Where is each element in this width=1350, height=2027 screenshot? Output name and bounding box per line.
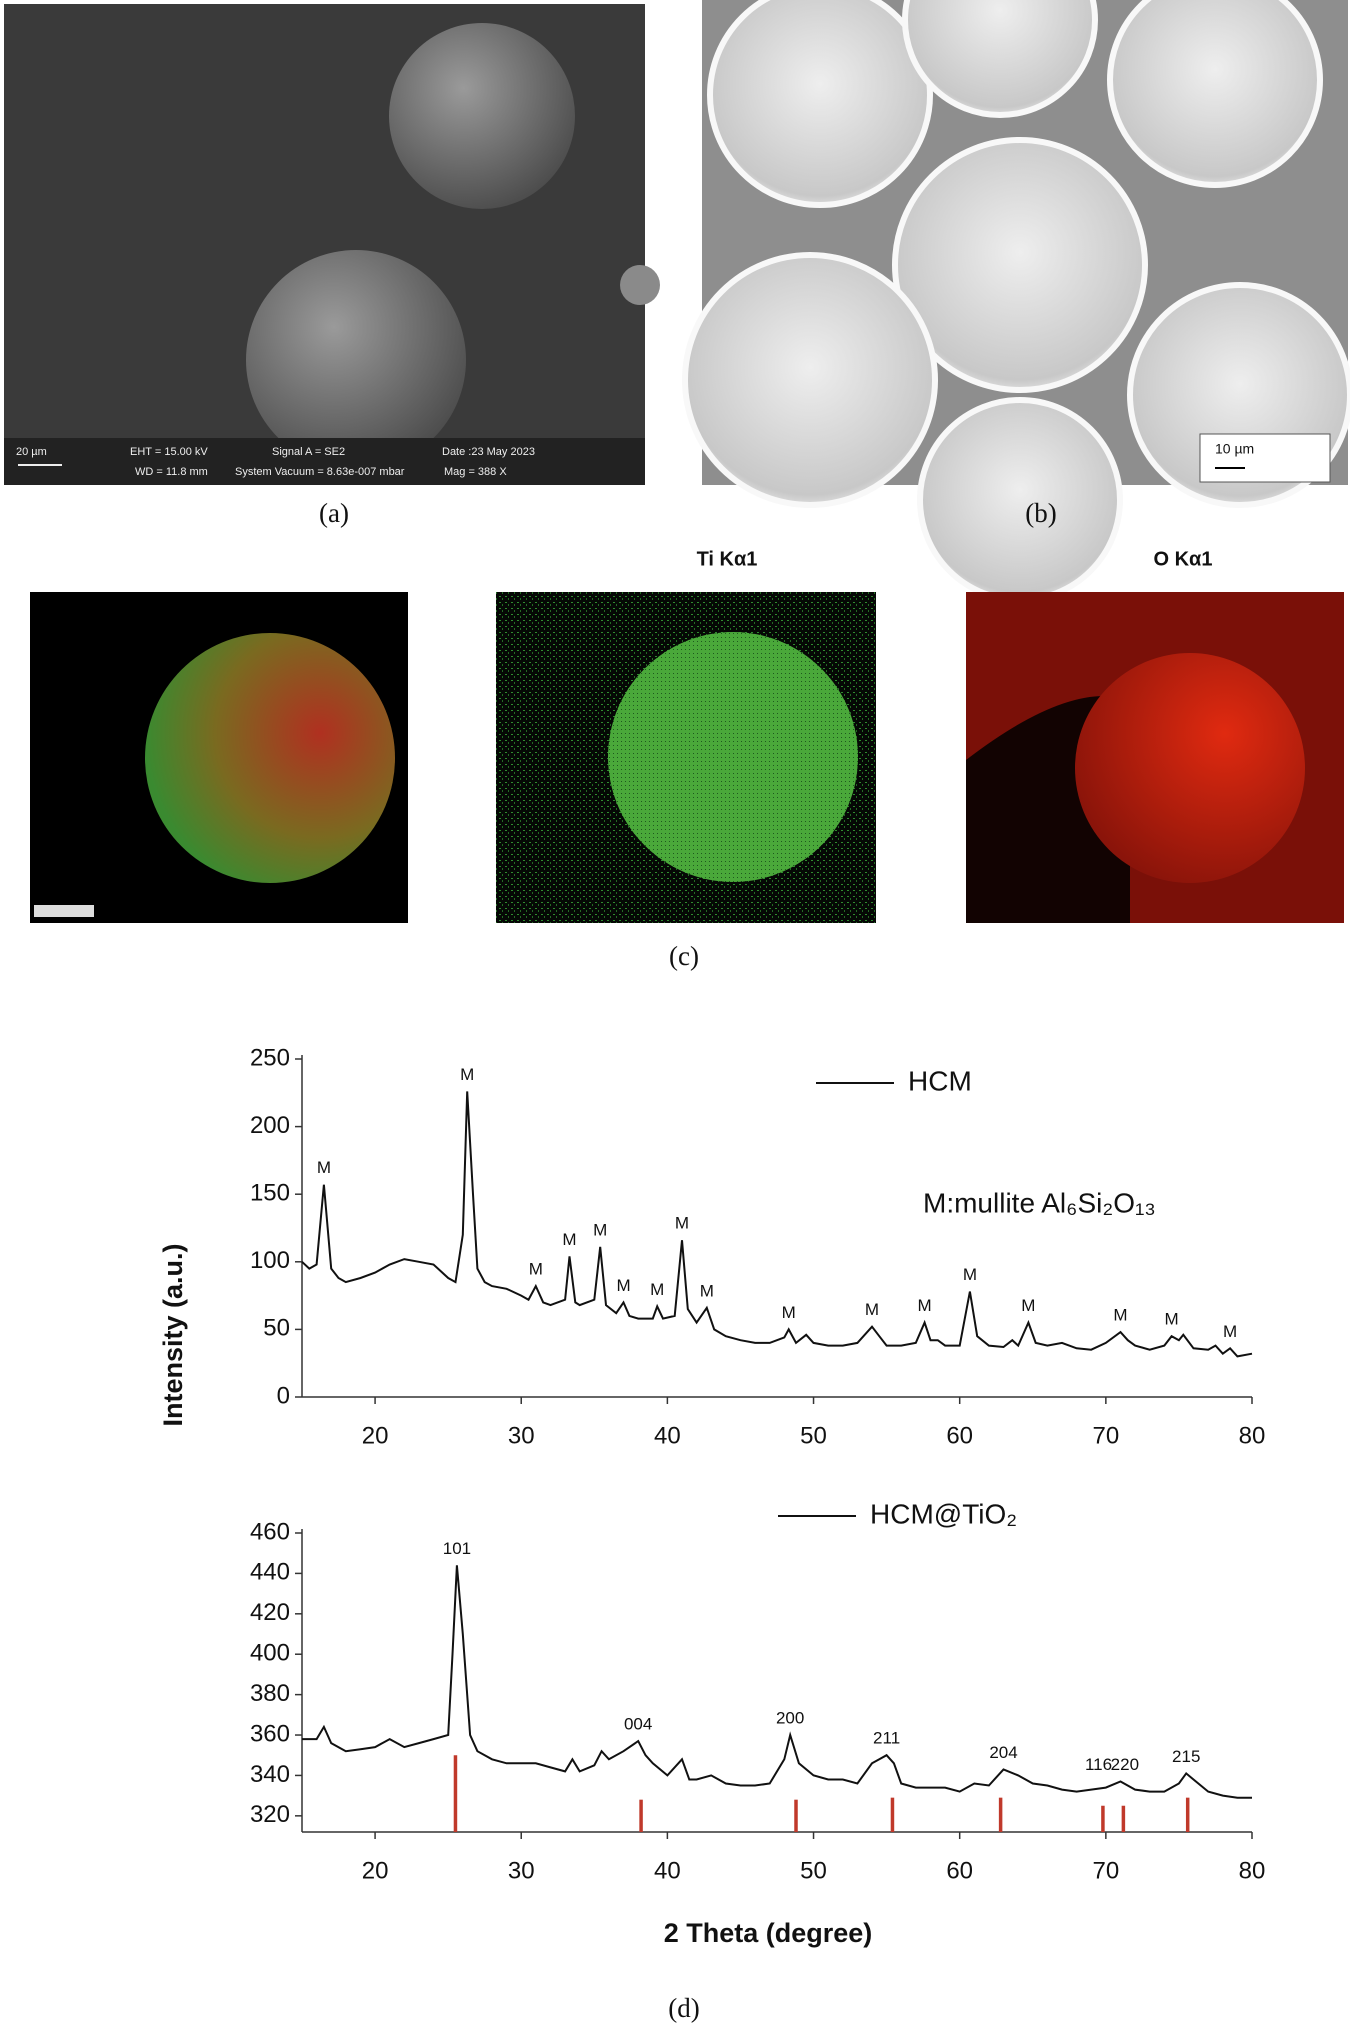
y-tick-label: 400: [250, 1640, 290, 1667]
sem-image-b: 10 µm: [682, 0, 1350, 603]
y-tick-label: 150: [250, 1180, 290, 1207]
sem-image-a: 20 µm EHT = 15.00 kV WD = 11.8 mm Signal…: [4, 4, 660, 485]
y-tick-label: 440: [250, 1559, 290, 1586]
x-tick-label: 70: [1092, 1857, 1119, 1884]
peak-label: M: [963, 1265, 977, 1284]
x-tick-label: 20: [362, 1857, 389, 1884]
peak-label: M: [562, 1230, 576, 1249]
data-line: [301, 1091, 1253, 1358]
sem-info: System Vacuum = 8.63e-007 mbar: [235, 466, 405, 478]
x-tick-label: 50: [800, 1857, 827, 1884]
y-tick-label: 100: [250, 1247, 290, 1274]
peak-label: 200: [776, 1709, 804, 1728]
panel-label: (b): [1025, 498, 1056, 528]
y-tick-label: 340: [250, 1761, 290, 1788]
y-tick-label: 0: [277, 1382, 290, 1409]
peak-label: 101: [443, 1539, 471, 1558]
y-tick-label: 420: [250, 1599, 290, 1626]
peak-label: M: [700, 1281, 714, 1300]
panel-label: (a): [319, 498, 349, 528]
peak-label: 116: [1085, 1755, 1112, 1774]
y-tick-label: 250: [250, 1044, 290, 1071]
peak-label: M: [317, 1158, 331, 1177]
x-tick-label: 40: [654, 1422, 681, 1449]
peak-label: M: [1223, 1322, 1237, 1341]
peak-label: M: [1113, 1306, 1127, 1325]
eds-maps: [30, 592, 1344, 923]
sem-info: EHT = 15.00 kV: [130, 446, 208, 458]
peak-label: M: [675, 1214, 689, 1233]
y-tick-label: 50: [263, 1315, 290, 1342]
x-tick-label: 80: [1239, 1857, 1266, 1884]
peak-label: 220: [1111, 1755, 1139, 1774]
peak-label: M: [616, 1276, 630, 1295]
sem-info: Mag = 388 X: [444, 466, 507, 478]
peak-label: M: [529, 1260, 543, 1279]
peak-label: M: [593, 1220, 607, 1239]
x-tick-label: 30: [508, 1422, 535, 1449]
peak-label: M: [782, 1303, 796, 1322]
peak-label: M: [650, 1280, 664, 1299]
annotation: M:mullite Al₆Si₂O₁₃: [923, 1187, 1156, 1218]
x-axis-title: 2 Theta (degree): [664, 1918, 873, 1948]
peak-label: M: [1021, 1296, 1035, 1315]
panel-label: (c): [669, 941, 699, 971]
x-tick-label: 30: [508, 1857, 535, 1884]
map-title: Ti Kα1: [697, 548, 758, 570]
sem-info: Signal A = SE2: [272, 446, 345, 458]
x-tick-label: 80: [1239, 1422, 1266, 1449]
peak-label: M: [918, 1296, 932, 1315]
y-tick-label: 320: [250, 1801, 290, 1828]
peak-label: M: [865, 1300, 879, 1319]
x-tick-label: 50: [800, 1422, 827, 1449]
y-tick-label: 380: [250, 1680, 290, 1707]
y-tick-label: 360: [250, 1720, 290, 1747]
panel-label: (d): [668, 1993, 699, 2023]
data-line: [302, 1565, 1252, 1799]
sem-info: WD = 11.8 mm: [135, 466, 208, 478]
scale-bar-label: 20 µm: [16, 446, 47, 458]
peak-label: 215: [1172, 1747, 1200, 1766]
peak-label: 004: [624, 1715, 652, 1734]
legend-label: HCM: [908, 1065, 972, 1096]
y-tick-label: 460: [250, 1518, 290, 1545]
scale-bar-label: 10 µm: [1215, 441, 1254, 457]
peak-label: M: [460, 1065, 474, 1084]
peak-label: M: [1165, 1310, 1179, 1329]
legend-label: HCM@TiO₂: [870, 1498, 1017, 1529]
peak-label: 204: [989, 1743, 1017, 1762]
x-tick-label: 70: [1092, 1422, 1119, 1449]
map-title: O Kα1: [1154, 548, 1213, 570]
y-axis-title: Intensity (a.u.): [158, 1243, 188, 1426]
x-tick-label: 60: [946, 1422, 973, 1449]
x-tick-label: 60: [946, 1857, 973, 1884]
y-tick-label: 200: [250, 1112, 290, 1139]
x-tick-label: 20: [362, 1422, 389, 1449]
peak-label: 211: [873, 1729, 900, 1748]
x-tick-label: 40: [654, 1857, 681, 1884]
sem-info: Date :23 May 2023: [442, 446, 535, 458]
